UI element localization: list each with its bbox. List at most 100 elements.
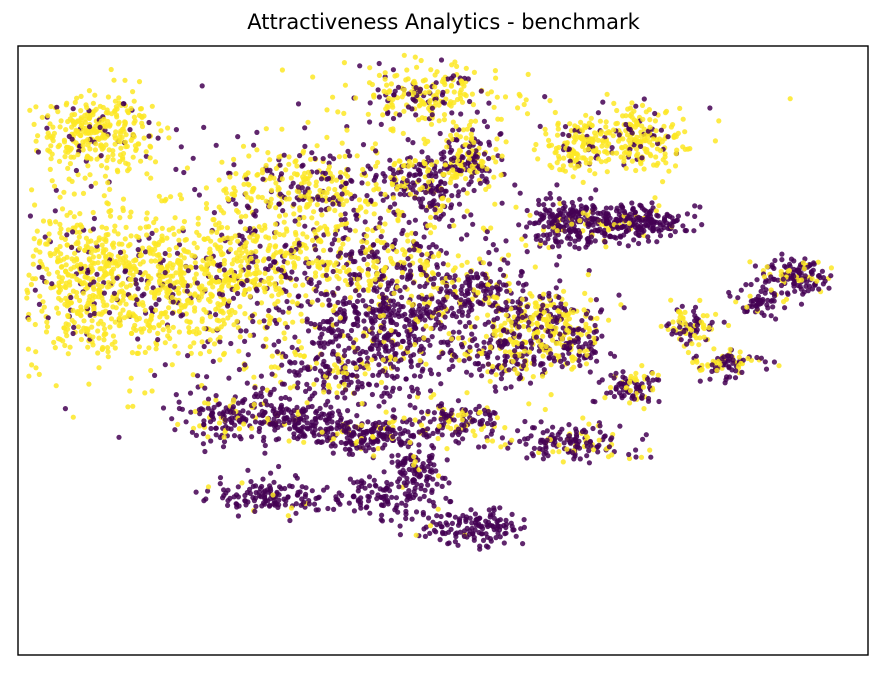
- point-light: [33, 349, 39, 355]
- point-dark: [367, 119, 373, 125]
- point-dark: [553, 285, 559, 291]
- point-dark: [438, 381, 444, 387]
- point-dark: [509, 511, 515, 517]
- point-dark: [162, 362, 168, 368]
- point-dark: [71, 324, 77, 330]
- point-dark: [413, 112, 419, 118]
- point-dark: [521, 517, 527, 523]
- point-dark: [287, 426, 293, 432]
- point-light: [122, 236, 128, 242]
- point-dark: [287, 359, 293, 365]
- point-light: [269, 293, 275, 299]
- point-light: [176, 228, 182, 234]
- point-light: [390, 126, 396, 132]
- point-dark: [357, 63, 363, 69]
- point-dark: [257, 243, 263, 249]
- point-dark: [213, 312, 219, 318]
- point-dark: [299, 360, 305, 366]
- point-dark: [576, 236, 582, 242]
- point-dark: [577, 362, 583, 369]
- point-light: [137, 261, 143, 267]
- point-dark: [242, 338, 248, 344]
- point-light: [623, 165, 629, 171]
- point-dark: [557, 436, 564, 442]
- point-dark: [633, 454, 639, 460]
- point-dark: [347, 227, 353, 233]
- point-dark: [298, 425, 305, 431]
- point-dark: [235, 290, 241, 297]
- point-light: [136, 344, 142, 350]
- point-light: [276, 213, 283, 219]
- point-dark: [431, 198, 437, 204]
- point-light: [404, 232, 410, 238]
- point-dark: [515, 280, 522, 286]
- point-dark: [456, 329, 462, 335]
- point-dark: [495, 355, 501, 361]
- point-light: [77, 229, 83, 235]
- point-light: [99, 295, 105, 301]
- point-dark: [293, 501, 299, 507]
- point-dark: [260, 343, 266, 349]
- point-dark: [326, 160, 332, 166]
- point-light: [143, 149, 149, 155]
- point-dark: [520, 541, 526, 547]
- point-light: [444, 88, 450, 94]
- point-dark: [732, 375, 739, 381]
- point-light: [267, 242, 273, 249]
- point-light: [327, 259, 333, 266]
- point-dark: [296, 433, 302, 440]
- point-light: [383, 409, 389, 415]
- point-light: [701, 325, 707, 332]
- point-light: [648, 153, 654, 159]
- point-dark: [213, 425, 219, 431]
- point-light: [310, 74, 316, 80]
- point-light: [75, 324, 81, 330]
- point-dark: [366, 253, 372, 259]
- point-dark: [524, 249, 530, 255]
- point-dark: [446, 366, 452, 372]
- point-light: [682, 129, 688, 135]
- point-light: [104, 133, 110, 139]
- point-dark: [27, 213, 33, 219]
- point-dark: [398, 357, 404, 363]
- point-dark: [477, 141, 483, 147]
- point-light: [233, 250, 239, 256]
- point-light: [480, 225, 486, 231]
- point-light: [745, 355, 751, 362]
- point-light: [37, 258, 43, 264]
- point-dark: [321, 232, 327, 238]
- point-dark: [593, 187, 599, 193]
- point-dark: [295, 380, 301, 386]
- point-dark: [572, 437, 578, 443]
- point-light: [202, 271, 208, 277]
- point-dark: [786, 261, 793, 267]
- point-dark: [395, 479, 401, 485]
- point-dark: [450, 127, 456, 133]
- point-light: [108, 316, 115, 322]
- point-light: [78, 108, 84, 114]
- point-dark: [503, 385, 509, 391]
- point-dark: [559, 426, 565, 432]
- point-light: [503, 139, 509, 145]
- point-light: [334, 390, 340, 396]
- point-dark: [500, 272, 507, 278]
- point-dark: [327, 247, 333, 253]
- point-light: [286, 161, 292, 167]
- point-light: [291, 211, 297, 217]
- point-dark: [42, 234, 48, 240]
- point-dark: [284, 414, 290, 421]
- point-dark: [524, 224, 530, 230]
- point-dark: [354, 413, 360, 419]
- point-light: [445, 424, 451, 430]
- point-dark: [52, 208, 58, 214]
- point-dark: [544, 232, 550, 238]
- point-light: [527, 291, 533, 297]
- point-light: [515, 105, 521, 111]
- point-light: [336, 237, 342, 243]
- point-dark: [380, 445, 386, 451]
- point-dark: [491, 507, 497, 513]
- point-dark: [452, 539, 458, 545]
- point-dark: [342, 395, 348, 401]
- point-dark: [300, 412, 306, 418]
- point-light: [36, 240, 43, 246]
